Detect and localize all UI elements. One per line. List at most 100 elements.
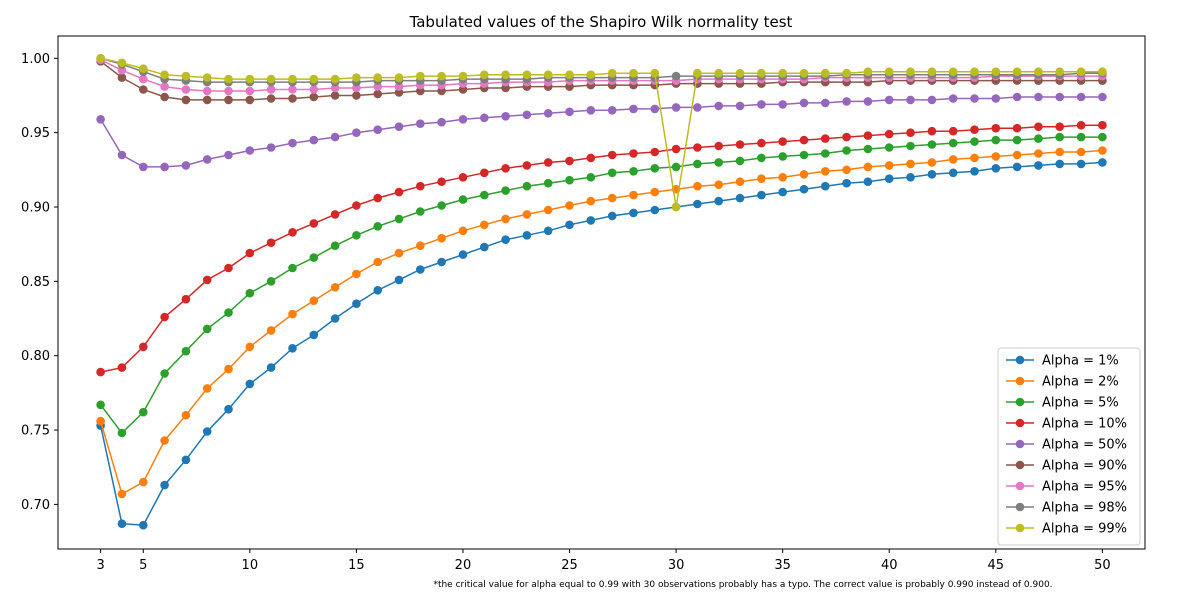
data-point [224, 404, 233, 414]
data-point [288, 309, 297, 319]
data-point [671, 103, 681, 112]
data-point [437, 233, 446, 243]
data-point [480, 113, 489, 123]
legend-label: Alpha = 95% [1042, 480, 1127, 495]
data-point [650, 68, 660, 78]
data-point [799, 135, 809, 145]
data-point [309, 296, 319, 306]
data-point [991, 123, 1001, 133]
data-point [906, 67, 915, 76]
data-point [693, 181, 702, 191]
y-tick-label: 0.80 [21, 349, 50, 364]
data-point [330, 74, 340, 84]
data-point [458, 85, 468, 94]
data-point [288, 228, 297, 237]
data-point [245, 86, 255, 96]
data-point [522, 110, 532, 120]
data-point [1034, 92, 1043, 102]
legend-item: Alpha = 10% [1006, 417, 1127, 432]
data-point [1098, 120, 1107, 130]
data-point [863, 144, 873, 154]
data-point [1076, 92, 1086, 102]
x-tick-label: 25 [561, 558, 578, 573]
legend-label: Alpha = 50% [1042, 438, 1127, 453]
data-point [117, 150, 127, 160]
data-point [821, 68, 830, 78]
data-point [522, 161, 532, 170]
data-point [906, 141, 915, 151]
data-point [693, 199, 702, 209]
data-point [757, 68, 766, 78]
data-point [842, 146, 851, 155]
legend-item: Alpha = 99% [1006, 522, 1127, 537]
legend-item: Alpha = 2% [1006, 375, 1119, 390]
data-point [565, 175, 574, 185]
data-point [586, 106, 596, 115]
data-point [970, 153, 979, 163]
data-point [543, 70, 553, 79]
x-tick-label: 45 [988, 558, 1005, 573]
data-point [501, 186, 510, 195]
data-point [245, 74, 255, 84]
data-point [1076, 159, 1086, 169]
data-point [202, 86, 212, 96]
series-2 [96, 146, 1107, 499]
data-point [139, 74, 148, 84]
data-point [1012, 162, 1022, 172]
data-point [373, 257, 383, 267]
data-point [224, 150, 233, 160]
data-point [607, 68, 617, 78]
data-point [565, 220, 574, 230]
data-point [842, 165, 851, 175]
data-point [586, 153, 596, 163]
data-point [735, 177, 745, 186]
data-point [842, 97, 851, 106]
data-point [629, 167, 638, 176]
data-point [224, 86, 233, 96]
data-point [96, 367, 105, 377]
data-point [309, 74, 319, 84]
data-point [714, 158, 723, 167]
data-point [884, 143, 894, 152]
data-point [160, 436, 169, 445]
data-point [735, 140, 745, 149]
data-point [139, 520, 148, 530]
data-point [543, 158, 553, 167]
data-point [565, 156, 574, 166]
data-point [309, 253, 319, 262]
data-point [607, 168, 617, 178]
data-point [373, 73, 383, 82]
data-point [629, 208, 638, 218]
legend-item: Alpha = 1% [1006, 354, 1119, 369]
data-point [139, 85, 148, 94]
data-point [863, 162, 873, 172]
data-point [607, 193, 617, 203]
data-point [970, 125, 979, 134]
plot-frame [57, 35, 1146, 550]
y-tick-label: 0.85 [21, 275, 50, 290]
data-point [181, 346, 191, 356]
data-point [650, 187, 660, 197]
data-point [117, 65, 127, 75]
data-point [394, 122, 404, 131]
data-point [821, 98, 830, 108]
data-point [863, 177, 873, 186]
data-point [139, 477, 148, 487]
legend-label: Alpha = 5% [1042, 396, 1119, 411]
data-point [1098, 146, 1107, 155]
data-point [202, 427, 212, 436]
data-point [181, 85, 191, 94]
data-point [991, 135, 1001, 145]
data-point [948, 94, 958, 103]
data-point [778, 68, 787, 78]
data-point [735, 156, 745, 166]
data-point [394, 82, 404, 91]
x-axis: 3 5 10 15 20 25 30 35 40 45 50 [96, 549, 1111, 573]
series-1 [96, 158, 1107, 530]
data-point [948, 126, 958, 136]
data-point [1076, 120, 1086, 130]
data-point [607, 150, 617, 160]
data-point [288, 94, 297, 103]
x-tick-label: 5 [139, 558, 147, 573]
